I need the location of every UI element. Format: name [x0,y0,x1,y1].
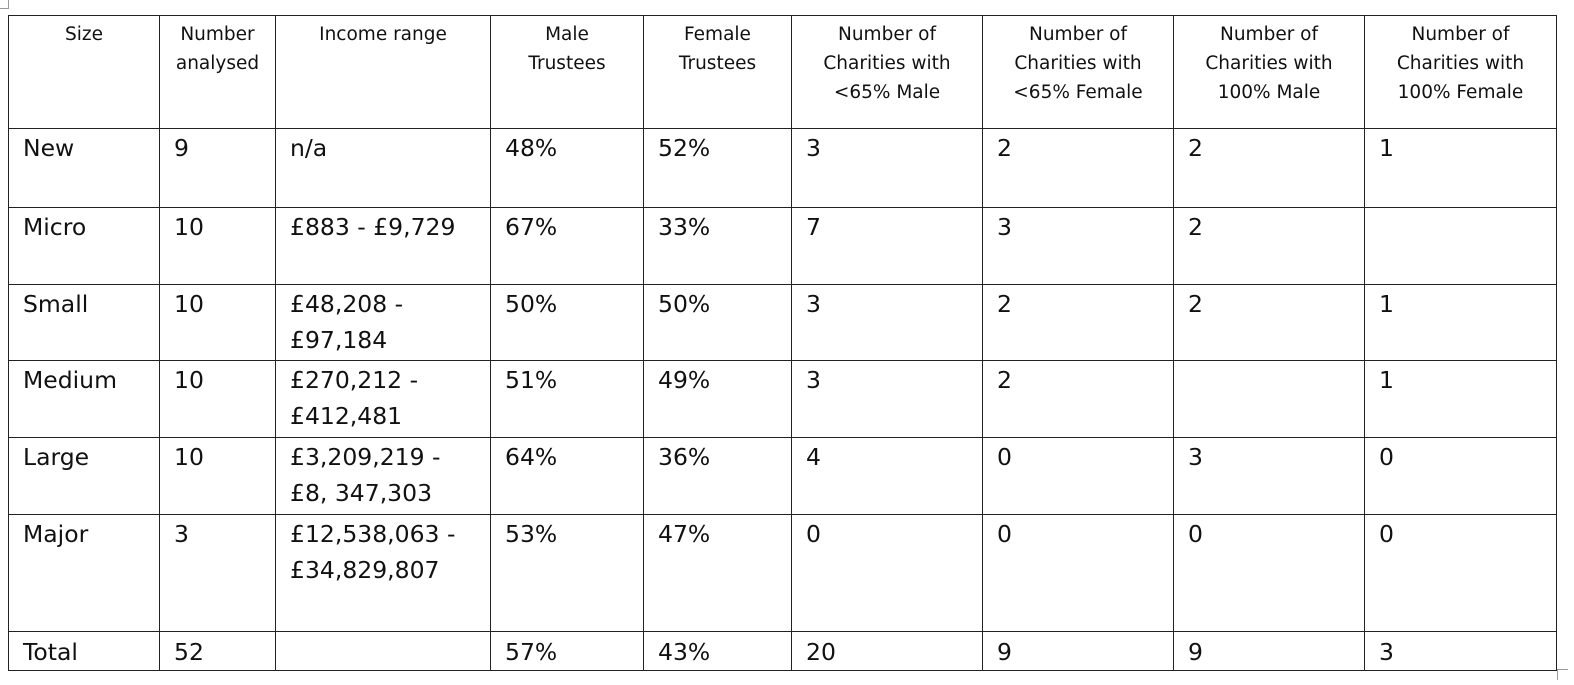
cell-lt65-female: 0 [982,437,1174,515]
cell-size: Small [8,284,160,361]
table-row: Medium 10 £270,212 - £412,481 51% 49% 3 … [8,360,1557,438]
cell-lt65-male: 0 [791,514,983,632]
cell-number-analysed: 10 [159,437,276,515]
cell-male-trustees: 64% [490,437,644,515]
cell-female-trustees: 43% [643,631,792,671]
header-lt65-female: Number of Charities with <65% Female [982,15,1174,129]
cell-income-range: £12,538,063 - £34,829,807 [275,514,491,632]
cell-female-trustees: 49% [643,360,792,438]
cell-income-range: £48,208 - £97,184 [275,284,491,361]
cell-lt65-female: 9 [982,631,1174,671]
trustees-table: Size Number analysed Income range Male T… [8,15,1557,671]
cell-male-trustees: 57% [490,631,644,671]
cell-lt65-female: 2 [982,284,1174,361]
cell-lt65-female: 2 [982,360,1174,438]
cell-number-analysed: 52 [159,631,276,671]
cell-size: Major [8,514,160,632]
cell-100-male: 2 [1173,284,1365,361]
cell-male-trustees: 48% [490,128,644,208]
cell-lt65-male: 7 [791,207,983,285]
cell-number-analysed: 10 [159,284,276,361]
cell-number-analysed: 9 [159,128,276,208]
cell-income-range [275,631,491,671]
cell-100-male: 0 [1173,514,1365,632]
cell-100-male: 3 [1173,437,1365,515]
cell-lt65-female: 0 [982,514,1174,632]
cell-100-female: 0 [1364,514,1557,632]
cell-100-female [1364,207,1557,285]
cell-size: Total [8,631,160,671]
cell-100-female: 1 [1364,360,1557,438]
table-row: Major 3 £12,538,063 - £34,829,807 53% 47… [8,514,1557,632]
cell-100-female: 3 [1364,631,1557,671]
cell-100-male: 2 [1173,128,1365,208]
cell-size: Large [8,437,160,515]
cell-male-trustees: 51% [490,360,644,438]
table-header-row: Size Number analysed Income range Male T… [8,15,1557,129]
cell-male-trustees: 50% [490,284,644,361]
cell-lt65-female: 3 [982,207,1174,285]
cell-100-female: 1 [1364,128,1557,208]
cell-number-analysed: 10 [159,207,276,285]
cell-female-trustees: 33% [643,207,792,285]
header-female-trustees: Female Trustees [643,15,792,129]
header-income-range: Income range [275,15,491,129]
header-100-female: Number of Charities with 100% Female [1364,15,1557,129]
table-row: Small 10 £48,208 - £97,184 50% 50% 3 2 2… [8,284,1557,361]
cell-size: New [8,128,160,208]
cell-100-male [1173,360,1365,438]
cell-female-trustees: 47% [643,514,792,632]
table-row: New 9 n/a 48% 52% 3 2 2 1 [8,128,1557,208]
header-lt65-male: Number of Charities with <65% Male [791,15,983,129]
cell-lt65-male: 3 [791,360,983,438]
cell-number-analysed: 10 [159,360,276,438]
cell-female-trustees: 50% [643,284,792,361]
table-total-row: Total 52 57% 43% 20 9 9 3 [8,631,1557,671]
cell-lt65-male: 4 [791,437,983,515]
cell-income-range: £3,209,219 - £8, 347,303 [275,437,491,515]
cell-lt65-male: 20 [791,631,983,671]
cell-number-analysed: 3 [159,514,276,632]
cell-lt65-male: 3 [791,284,983,361]
cell-100-male: 2 [1173,207,1365,285]
cell-income-range: n/a [275,128,491,208]
header-100-male: Number of Charities with 100% Male [1173,15,1365,129]
cell-female-trustees: 36% [643,437,792,515]
cell-size: Micro [8,207,160,285]
header-size: Size [8,15,160,129]
cell-male-trustees: 67% [490,207,644,285]
cell-100-male: 9 [1173,631,1365,671]
cell-female-trustees: 52% [643,128,792,208]
cell-lt65-female: 2 [982,128,1174,208]
cell-100-female: 1 [1364,284,1557,361]
cell-100-female: 0 [1364,437,1557,515]
table-row: Micro 10 £883 - £9,729 67% 33% 7 3 2 [8,207,1557,285]
header-number-analysed: Number analysed [159,15,276,129]
table-move-handle[interactable] [0,0,9,9]
header-male-trustees: Male Trustees [490,15,644,129]
table-row: Large 10 £3,209,219 - £8, 347,303 64% 36… [8,437,1557,515]
cell-male-trustees: 53% [490,514,644,632]
cell-size: Medium [8,360,160,438]
cell-lt65-male: 3 [791,128,983,208]
cell-income-range: £270,212 - £412,481 [275,360,491,438]
cell-income-range: £883 - £9,729 [275,207,491,285]
table-resize-handle[interactable] [1557,669,1568,680]
